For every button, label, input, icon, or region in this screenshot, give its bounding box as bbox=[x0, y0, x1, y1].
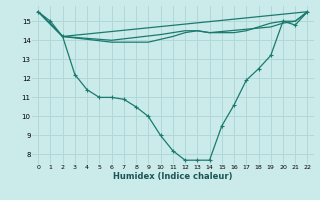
X-axis label: Humidex (Indice chaleur): Humidex (Indice chaleur) bbox=[113, 172, 233, 181]
